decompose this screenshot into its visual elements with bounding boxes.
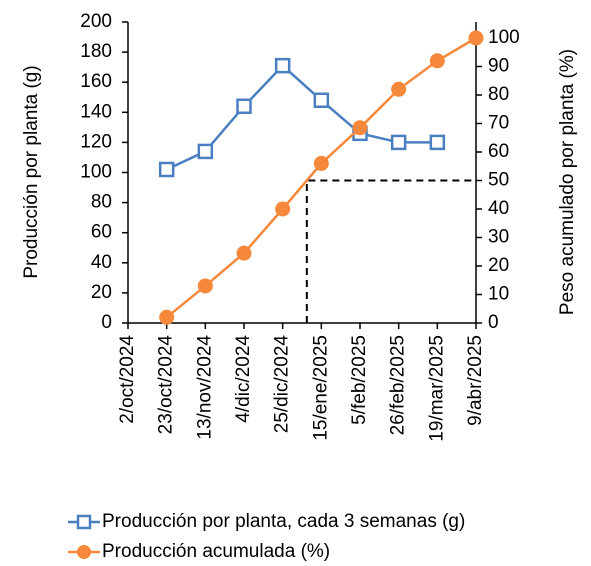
y2-tick-label: 60 xyxy=(488,141,509,162)
legend-marker xyxy=(77,545,91,559)
x-tick-label: 19/mar/2025 xyxy=(426,335,447,442)
marker xyxy=(313,92,330,109)
marker xyxy=(391,81,407,97)
marker xyxy=(313,155,329,171)
x-tick-label: 13/nov/2024 xyxy=(194,335,215,440)
y2-tick-label: 50 xyxy=(488,170,509,191)
y-tick-label: 100 xyxy=(80,162,112,183)
y-tick-label: 0 xyxy=(101,312,112,333)
marker xyxy=(275,201,291,217)
y-tick-label: 80 xyxy=(91,192,112,213)
y2-tick-label: 10 xyxy=(488,284,509,305)
x-tick-label: 9/abr/2025 xyxy=(465,335,486,426)
reference-line xyxy=(305,179,476,323)
marker xyxy=(468,30,484,46)
marker xyxy=(352,120,368,136)
legend-label: Producción acumulada (%) xyxy=(102,541,330,562)
y-tick-label: 140 xyxy=(80,101,112,122)
marker xyxy=(158,161,175,178)
y-tick-label: 20 xyxy=(91,282,112,303)
y-tick-label: 200 xyxy=(80,11,112,32)
series-line xyxy=(165,36,477,319)
marker xyxy=(159,309,175,325)
legend-marker xyxy=(76,514,92,530)
x-tick-label: 5/feb/2025 xyxy=(349,335,370,425)
y2-tick-label: 80 xyxy=(488,84,509,105)
y2-tick-label: 30 xyxy=(488,227,509,248)
y2-tick-label: 0 xyxy=(488,312,499,333)
marker xyxy=(236,98,252,115)
y2-tick-label: 40 xyxy=(488,198,509,219)
marker xyxy=(197,278,213,294)
marker xyxy=(429,53,445,69)
x-tick-label: 23/oct/2024 xyxy=(156,335,177,435)
legend-label: Producción por planta, cada 3 semanas (g… xyxy=(102,511,465,532)
marker xyxy=(429,134,446,151)
marker xyxy=(274,57,291,74)
x-tick-label: 4/dic/2024 xyxy=(233,335,254,423)
marker xyxy=(390,134,407,151)
marker xyxy=(197,143,214,160)
y-tick-label: 60 xyxy=(91,222,112,243)
y-axis-title: Producción por planta (g) xyxy=(21,65,42,278)
y-tick-label: 180 xyxy=(80,41,112,62)
x-tick-label: 25/dic/2024 xyxy=(272,335,293,434)
x-tick-label: 26/feb/2025 xyxy=(388,335,409,435)
y2-tick-label: 100 xyxy=(488,27,520,48)
y-tick-label: 120 xyxy=(80,131,112,152)
y2-axis-title: Peso acumulado por planta (%) xyxy=(557,49,578,315)
x-tick-label: 2/oct/2024 xyxy=(117,335,138,424)
y2-tick-label: 70 xyxy=(488,113,509,134)
y2-tick-label: 20 xyxy=(488,255,509,276)
x-tick-label: 15/ene/2025 xyxy=(310,335,331,441)
marker xyxy=(236,245,252,261)
y2-tick-label: 90 xyxy=(488,56,509,77)
y-tick-label: 40 xyxy=(91,252,112,273)
y-tick-label: 160 xyxy=(80,71,112,92)
